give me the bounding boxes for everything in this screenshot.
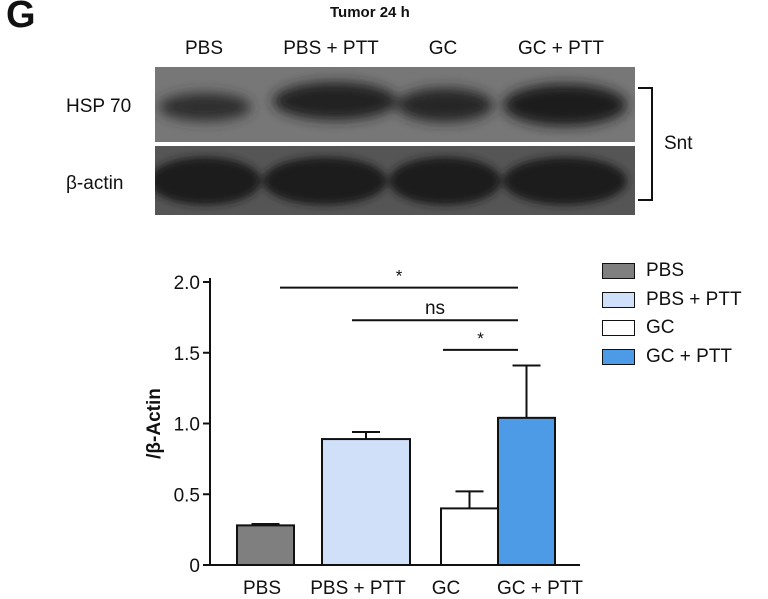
y-tick-label: 0 [189,556,200,577]
lane-label-gc: GC [428,38,458,59]
bar-gc [440,507,499,566]
x-tick-label: PBS [243,578,281,599]
legend-swatch-gc [602,320,635,336]
bar-gc-ptt [497,416,556,566]
bar-pbs [236,524,295,567]
legend-swatch-gc-ptt [602,349,635,365]
row-label-hsp70: HSP 70 [66,96,132,117]
row-label-beta-actin: β-actin [66,173,124,194]
x-tick-label: GC [432,578,461,599]
legend-swatch-pbs-ptt [602,292,635,308]
significance-label: * [396,267,403,286]
blot-title: Tumor 24 h [330,4,410,21]
legend-label-pbs: PBS [646,260,685,281]
x-tick-label: PBS + PTT [310,578,406,599]
y-tick-label: 1.5 [174,344,200,365]
bar-pbs-ptt [321,438,411,566]
y-tick-label: 1.0 [174,415,200,436]
panel-letter: G [6,0,36,36]
lane-label-pbs-ptt: PBS + PTT [283,38,379,59]
legend-label-pbs-ptt: PBS + PTT [646,289,742,310]
y-tick-label: 2.0 [174,273,200,294]
snt-label: Snt [664,133,693,154]
legend-label-gc-ptt: GC + PTT [646,346,733,367]
legend-swatch-pbs [602,263,635,279]
y-axis-label: /β-Actin [144,388,165,459]
bar-chart: 0 0.5 1.0 1.5 2.0/β-Actin PBS PBS + PTT GC GC + … [144,267,583,599]
x-tick-label: GC + PTT [497,578,583,599]
legend-label-gc: GC [646,317,675,338]
significance-label: ns [425,298,445,319]
significance-label: * [477,329,484,348]
lane-label-gc-ptt: GC + PTT [517,38,605,59]
lane-label-pbs: PBS [184,38,224,59]
y-tick-label: 0.5 [174,485,200,506]
western-blot-image [155,67,635,215]
snt-bracket [638,87,653,201]
